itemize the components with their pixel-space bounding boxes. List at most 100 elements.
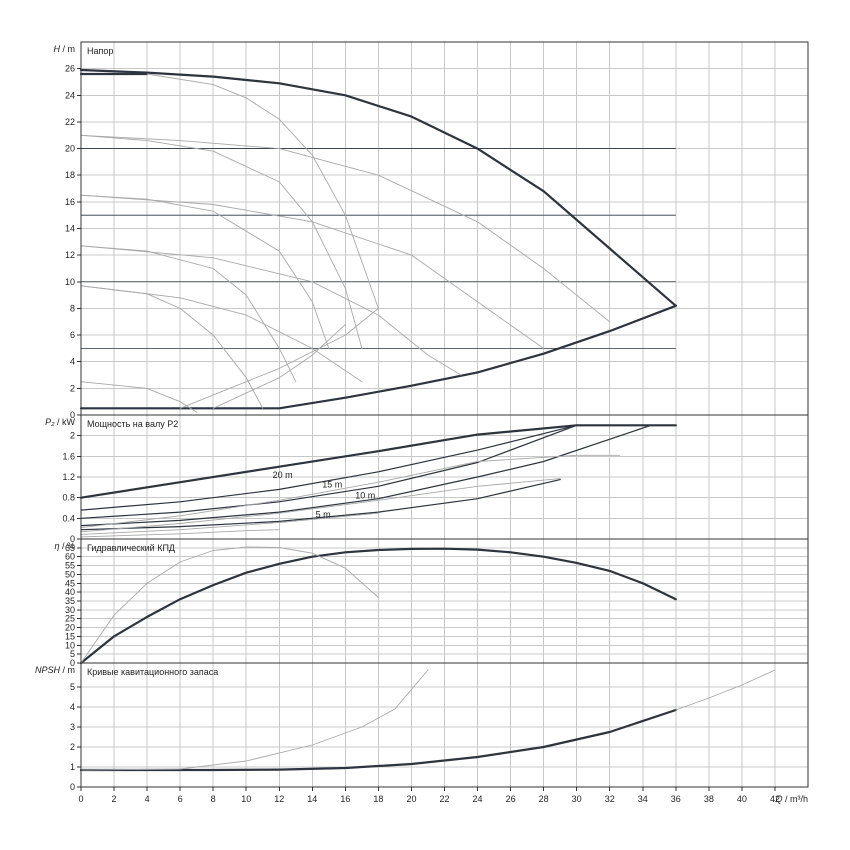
head-series-14 — [212, 323, 346, 409]
head-series-13 — [179, 307, 379, 409]
x-tick-label: 26 — [506, 794, 516, 804]
x-tick-label: 10 — [241, 794, 251, 804]
panel-efficiency — [79, 546, 677, 665]
head-series-7 — [80, 285, 264, 409]
x-tick-label: 2 — [112, 794, 117, 804]
head-series-12 — [80, 285, 363, 383]
power-y-tick-label: 2 — [70, 431, 75, 441]
power-y-tick-label: 0.8 — [62, 493, 75, 503]
head-series-9 — [80, 134, 611, 323]
head-panel-title: Напор — [87, 46, 113, 56]
efficiency-series-1 — [80, 546, 379, 664]
panel-power: 20 m 15 m 10 m 5 m — [79, 424, 677, 538]
panel-npsh — [79, 669, 776, 772]
power-curve-label: 15 m — [322, 479, 342, 489]
head-series-6 — [80, 245, 297, 383]
power-series-5 — [80, 454, 621, 529]
power-series-8 — [80, 529, 280, 538]
power-y-tick-label: 0.4 — [62, 513, 75, 523]
x-tick-label: 0 — [78, 794, 83, 804]
efficiency-y-tick-label: 40 — [65, 587, 75, 597]
power-y-tick-label: 0 — [70, 534, 75, 544]
x-tick-label: 38 — [704, 794, 714, 804]
efficiency-y-tick-label: 55 — [65, 561, 75, 571]
x-tick-label: 4 — [145, 794, 150, 804]
npsh-y-tick-label: 5 — [70, 682, 75, 692]
head-series-5 — [80, 194, 330, 349]
x-tick-label: 42 — [770, 794, 780, 804]
efficiency-y-axis-label: η / % — [54, 541, 75, 551]
npsh-y-tick-label: 0 — [70, 782, 75, 792]
power-curve-label: 5 m — [316, 509, 331, 519]
x-tick-label: 22 — [439, 794, 449, 804]
power-y-axis-label: P₂ / kW — [45, 417, 75, 427]
head-series-11 — [80, 245, 462, 376]
power-series-6 — [80, 478, 561, 533]
npsh-y-tick-label: 4 — [70, 702, 75, 712]
head-series-0 — [79, 68, 677, 307]
npsh-series-1 — [675, 669, 776, 711]
head-y-tick-label: 12 — [65, 250, 75, 260]
npsh-y-tick-label: 1 — [70, 762, 75, 772]
series-layer: 20 m 15 m 10 m 5 m — [79, 68, 776, 772]
power-series-3 — [80, 424, 652, 527]
x-tick-label: 30 — [572, 794, 582, 804]
head-series-10 — [80, 194, 545, 349]
efficiency-panel-title: Гидравлический КПД — [87, 543, 175, 553]
efficiency-y-tick-label: 15 — [65, 631, 75, 641]
head-y-tick-label: 0 — [70, 410, 75, 420]
head-y-tick-label: 10 — [65, 277, 75, 287]
x-tick-label: 12 — [274, 794, 284, 804]
x-tick-label: 20 — [406, 794, 416, 804]
x-tick-label: 6 — [178, 794, 183, 804]
head-series-8 — [80, 381, 198, 413]
head-y-tick-label: 14 — [65, 224, 75, 234]
head-y-axis-label: H / m — [54, 44, 76, 54]
power-curve-label: 20 m — [273, 470, 293, 480]
head-y-tick-label: 20 — [65, 144, 75, 154]
power-series-7 — [80, 512, 379, 535]
power-y-tick-label: 1.6 — [62, 451, 75, 461]
head-y-tick-label: 6 — [70, 330, 75, 340]
x-tick-label: 28 — [539, 794, 549, 804]
power-series-2 — [80, 424, 578, 519]
efficiency-y-tick-label: 25 — [65, 614, 75, 624]
efficiency-y-tick-label: 5 — [70, 649, 75, 659]
head-y-tick-label: 24 — [65, 90, 75, 100]
npsh-panel-title: Кривые кавитационного запаса — [87, 667, 218, 677]
head-y-tick-label: 2 — [70, 383, 75, 393]
head-y-tick-label: 22 — [65, 117, 75, 127]
npsh-series-2 — [80, 669, 429, 771]
npsh-y-tick-label: 2 — [70, 742, 75, 752]
efficiency-y-tick-label: 35 — [65, 596, 75, 606]
x-tick-label: 24 — [473, 794, 483, 804]
efficiency-y-tick-label: 50 — [65, 569, 75, 579]
x-tick-label: 8 — [211, 794, 216, 804]
npsh-series-0 — [79, 708, 677, 772]
x-tick-label: 16 — [340, 794, 350, 804]
x-tick-label: 36 — [671, 794, 681, 804]
head-series-3 — [146, 73, 379, 309]
head-y-tick-label: 18 — [65, 170, 75, 180]
npsh-y-axis-label: NPSH / m — [35, 665, 75, 675]
head-series-4 — [80, 134, 363, 349]
x-tick-label: 14 — [307, 794, 317, 804]
efficiency-y-tick-label: 60 — [65, 552, 75, 562]
power-curve-label: 10 m — [355, 491, 375, 501]
x-tick-label: 32 — [605, 794, 615, 804]
head-y-tick-label: 8 — [70, 303, 75, 313]
power-panel-title: Мощность на валу P2 — [87, 419, 178, 429]
panel-head — [79, 68, 677, 413]
power-series-4 — [80, 479, 561, 531]
efficiency-y-tick-label: 65 — [65, 543, 75, 553]
efficiency-y-tick-label: 30 — [65, 605, 75, 615]
npsh-y-tick-label: 3 — [70, 722, 75, 732]
efficiency-y-tick-label: 45 — [65, 578, 75, 588]
efficiency-y-tick-label: 20 — [65, 623, 75, 633]
power-y-tick-label: 1.2 — [62, 472, 75, 482]
x-tick-label: 40 — [737, 794, 747, 804]
head-y-tick-label: 4 — [70, 357, 75, 367]
x-tick-label: 18 — [373, 794, 383, 804]
